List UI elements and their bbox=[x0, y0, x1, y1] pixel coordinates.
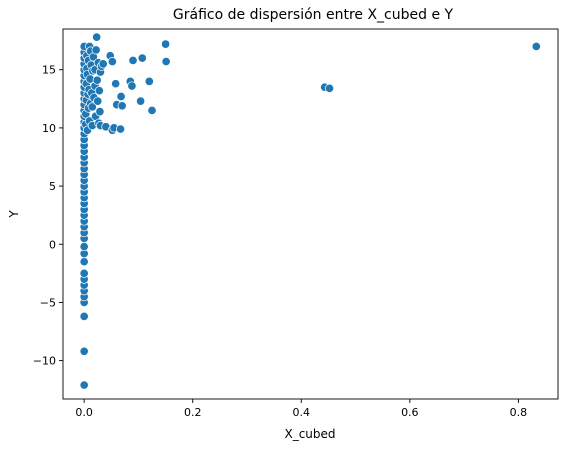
scatter-point bbox=[93, 96, 103, 106]
scatter-point bbox=[95, 107, 105, 117]
scatter-point bbox=[92, 32, 102, 42]
scatter-point bbox=[87, 102, 97, 112]
plot-frame bbox=[62, 28, 559, 400]
y-tick-label: 10 bbox=[42, 122, 56, 135]
scatter-point bbox=[79, 257, 89, 267]
scatter-point bbox=[98, 59, 108, 69]
scatter-point bbox=[111, 79, 121, 89]
scatter-point bbox=[127, 81, 137, 91]
y-tick-label: −10 bbox=[33, 355, 56, 368]
scatter-point bbox=[79, 242, 89, 252]
scatter-point bbox=[92, 75, 102, 85]
x-axis: 0.0 0.2 0.4 0.6 0.8 bbox=[75, 399, 527, 419]
y-tick-label: −5 bbox=[40, 296, 56, 309]
scatter-point bbox=[116, 91, 126, 102]
scatter-point bbox=[117, 101, 127, 111]
scatter-point bbox=[136, 96, 146, 106]
scatter-point bbox=[324, 83, 335, 93]
scatter-point bbox=[79, 268, 89, 278]
scatter-point bbox=[161, 39, 171, 49]
x-axis-label: X_cubed bbox=[284, 427, 335, 441]
scatter-point bbox=[144, 76, 154, 86]
y-axis-label: Y bbox=[7, 210, 21, 219]
x-tick-label: 0.4 bbox=[293, 406, 311, 419]
y-tick-label: 0 bbox=[49, 238, 56, 251]
y-tick-label: 5 bbox=[49, 180, 56, 193]
x-tick-label: 0.6 bbox=[401, 406, 419, 419]
x-tick-label: 0.0 bbox=[75, 406, 93, 419]
scatter-point bbox=[79, 311, 89, 321]
points-layer bbox=[79, 32, 541, 390]
scatter-point bbox=[161, 57, 171, 67]
scatter-point bbox=[137, 53, 147, 63]
scatter-point bbox=[115, 124, 126, 134]
scatter-point bbox=[79, 380, 89, 390]
x-tick-label: 0.8 bbox=[510, 406, 528, 419]
scatter-point bbox=[107, 57, 117, 67]
y-tick-label: 15 bbox=[42, 64, 56, 77]
chart-title: Gráfico de dispersión entre X_cubed e Y bbox=[173, 7, 454, 23]
scatter-point bbox=[94, 86, 104, 96]
scatter-point bbox=[79, 346, 89, 356]
x-tick-label: 0.2 bbox=[184, 406, 202, 419]
scatter-point bbox=[91, 45, 101, 55]
scatter-point bbox=[531, 41, 541, 52]
scatter-point bbox=[128, 55, 138, 65]
y-axis: −10 −5 0 5 10 15 bbox=[33, 64, 63, 368]
scatter-point bbox=[147, 105, 157, 115]
